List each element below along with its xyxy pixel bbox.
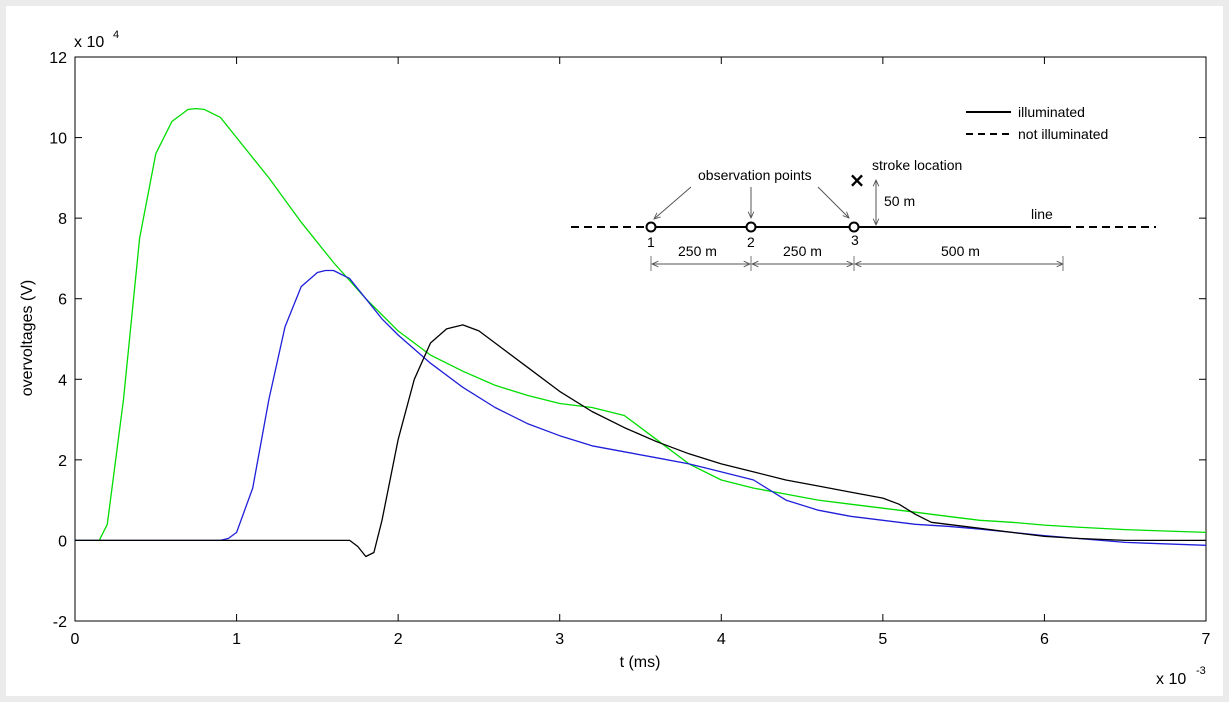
y-tick-label: 2 bbox=[58, 453, 67, 470]
x-tick-label: 7 bbox=[1202, 631, 1211, 648]
point-3-label: 3 bbox=[851, 232, 859, 248]
series-line-1 bbox=[75, 107, 1206, 542]
svg-text:x 10: x 10 bbox=[1156, 671, 1186, 688]
y-tick-label: 12 bbox=[49, 50, 67, 67]
series-line-3 bbox=[75, 324, 1206, 558]
point-2-label: 2 bbox=[747, 234, 755, 250]
figure: 0 1 2 3 4 5 6 7 -2 0 2 4 6 8 10 12 t (ms) overvoltages … bbox=[6, 6, 1223, 696]
height-label: 50 m bbox=[884, 193, 915, 209]
y-tick-label: 10 bbox=[49, 131, 67, 148]
legend-not-illuminated: not illuminated bbox=[1018, 126, 1108, 142]
observation-point-2 bbox=[745, 221, 757, 233]
x-tick-label: 3 bbox=[555, 631, 564, 648]
x-axis-label: t (ms) bbox=[620, 654, 661, 671]
observation-points-label: observation points bbox=[698, 167, 812, 183]
series-group bbox=[75, 107, 1206, 558]
obs-arrow-1 bbox=[654, 186, 692, 219]
plot-area bbox=[74, 56, 1207, 622]
series-line-2 bbox=[75, 269, 1206, 546]
inset-diagram: illuminated not illuminated line 1 2 3 o… bbox=[571, 104, 1156, 271]
x-tick-label: 4 bbox=[717, 631, 726, 648]
distance-2-label: 250 m bbox=[783, 243, 822, 259]
x-tick-label: 2 bbox=[394, 631, 403, 648]
distance-1-label: 250 m bbox=[678, 243, 717, 259]
x-tick-label: 5 bbox=[878, 631, 887, 648]
observation-point-1 bbox=[645, 221, 657, 233]
x-tick-label: 6 bbox=[1040, 631, 1049, 648]
y-tick-label: 4 bbox=[58, 372, 67, 389]
svg-text:-3: -3 bbox=[1196, 665, 1206, 677]
y-tick-label: 0 bbox=[58, 533, 67, 550]
legend-illuminated: illuminated bbox=[1018, 104, 1085, 120]
y-axis-label: overvoltages (V) bbox=[19, 280, 36, 397]
y-tick-label: -2 bbox=[53, 614, 67, 631]
observation-point-3 bbox=[848, 221, 860, 233]
y-tick-label: 8 bbox=[58, 211, 67, 228]
y-axis-multiplier: x 10 4 bbox=[74, 29, 119, 51]
x-tick-label: 1 bbox=[232, 631, 241, 648]
inset-line-label: line bbox=[1031, 206, 1053, 222]
stroke-location-label: stroke location bbox=[872, 157, 962, 173]
distance-3-label: 500 m bbox=[941, 243, 980, 259]
stroke-marker-icon: × bbox=[849, 168, 866, 192]
point-1-label: 1 bbox=[647, 234, 655, 250]
svg-text:4: 4 bbox=[113, 29, 119, 41]
y-tick-label: 6 bbox=[58, 292, 67, 309]
x-tick-label: 0 bbox=[71, 631, 80, 648]
x-axis-multiplier: x 10 -3 bbox=[1156, 665, 1206, 688]
svg-text:x 10: x 10 bbox=[74, 34, 104, 51]
obs-arrow-3 bbox=[817, 186, 849, 218]
